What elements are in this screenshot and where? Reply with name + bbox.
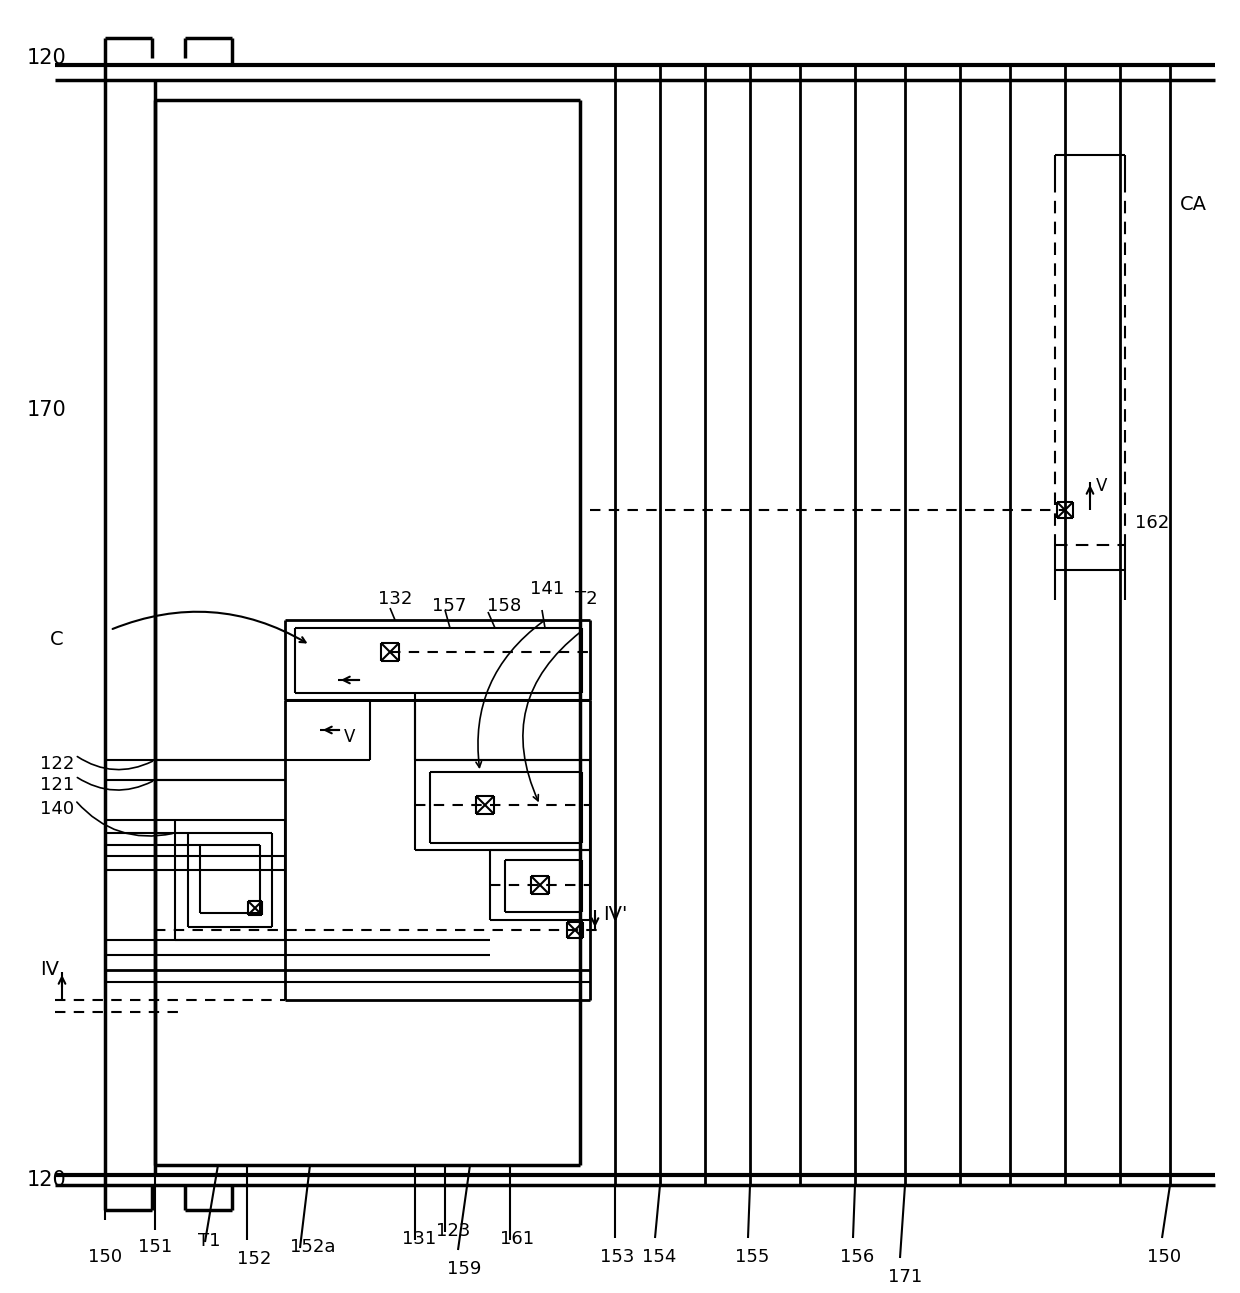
Text: 120: 120 [27,1170,67,1190]
Text: 122: 122 [40,755,74,773]
Text: 152: 152 [237,1250,272,1268]
Text: 120: 120 [27,48,67,69]
Text: 123: 123 [436,1222,470,1240]
Text: CA: CA [1180,195,1207,215]
Text: 155: 155 [735,1248,769,1266]
Text: 131: 131 [402,1230,436,1248]
Text: V: V [343,728,356,746]
Text: 154: 154 [642,1248,676,1266]
Text: IV': IV' [603,905,627,924]
Text: 121: 121 [40,776,74,794]
Text: IV: IV [40,959,60,979]
Text: 141: 141 [529,581,564,597]
Text: 156: 156 [839,1248,874,1266]
Text: 151: 151 [138,1237,172,1256]
Text: 162: 162 [1135,515,1169,531]
Text: 152a: 152a [290,1237,336,1256]
Text: 150: 150 [88,1248,122,1266]
Text: T2: T2 [575,590,598,608]
Text: 158: 158 [487,597,521,615]
Text: 159: 159 [446,1259,481,1277]
Text: T1: T1 [198,1232,221,1250]
Text: 132: 132 [378,590,413,608]
Text: 171: 171 [888,1268,923,1287]
Text: 150: 150 [1147,1248,1182,1266]
Text: 161: 161 [500,1230,534,1248]
Text: 140: 140 [40,800,74,818]
Text: 157: 157 [432,597,466,615]
Text: C: C [50,630,63,649]
Text: 170: 170 [27,400,67,420]
Text: V: V [1096,477,1107,495]
Text: 153: 153 [600,1248,635,1266]
